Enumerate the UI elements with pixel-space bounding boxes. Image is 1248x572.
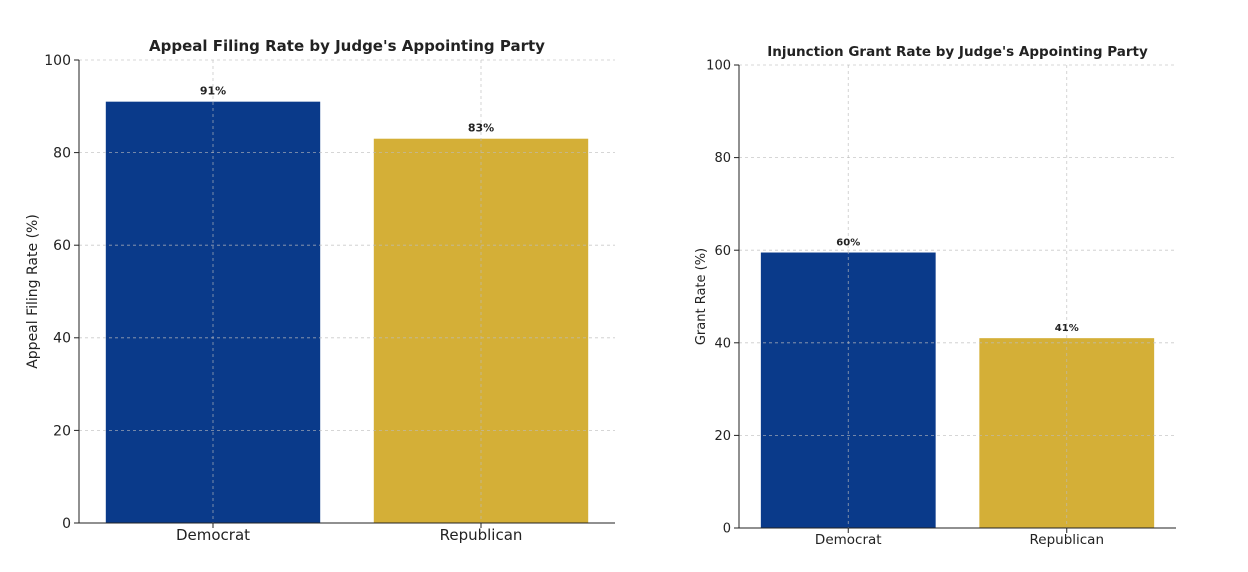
- injunction-grant-chart: 0 20 40 60 80 100 Democrat Republican 60% 41% Inju…: [694, 44, 1176, 548]
- y-tick-label: 0: [723, 522, 731, 537]
- y-tick-label: 80: [53, 146, 71, 162]
- y-tick-label: 0: [62, 516, 71, 532]
- x-tick-label-republican: Republican: [440, 526, 523, 544]
- y-tick-label: 40: [53, 331, 71, 347]
- appeal-filing-chart: 0 20 40 60 80 100 Democrat Republican 91% 83% Appe…: [25, 37, 615, 544]
- y-tick-label: 80: [714, 151, 731, 166]
- y-tick-label: 40: [714, 336, 731, 351]
- y-axis-label: Appeal Filing Rate (%): [25, 214, 41, 369]
- data-label-democrat: 91%: [200, 85, 226, 98]
- x-tick-label-democrat: Democrat: [815, 532, 882, 548]
- y-tick-label: 20: [714, 429, 731, 444]
- x-tick-label-republican: Republican: [1029, 532, 1104, 548]
- y-tick-label: 20: [53, 423, 71, 439]
- x-tick-label-democrat: Democrat: [176, 526, 250, 544]
- chart-title: Appeal Filing Rate by Judge's Appointing…: [149, 37, 545, 55]
- y-tick-label: 60: [53, 238, 71, 254]
- chart-title: Injunction Grant Rate by Judge's Appoint…: [767, 44, 1148, 60]
- data-label-republican: 41%: [1055, 323, 1079, 334]
- data-label-republican: 83%: [468, 122, 494, 135]
- data-label-democrat: 60%: [836, 238, 860, 249]
- y-tick-label: 60: [714, 244, 731, 259]
- y-axis-label: Grant Rate (%): [694, 248, 709, 345]
- y-tick-label: 100: [44, 53, 71, 69]
- y-tick-label: 100: [706, 59, 731, 74]
